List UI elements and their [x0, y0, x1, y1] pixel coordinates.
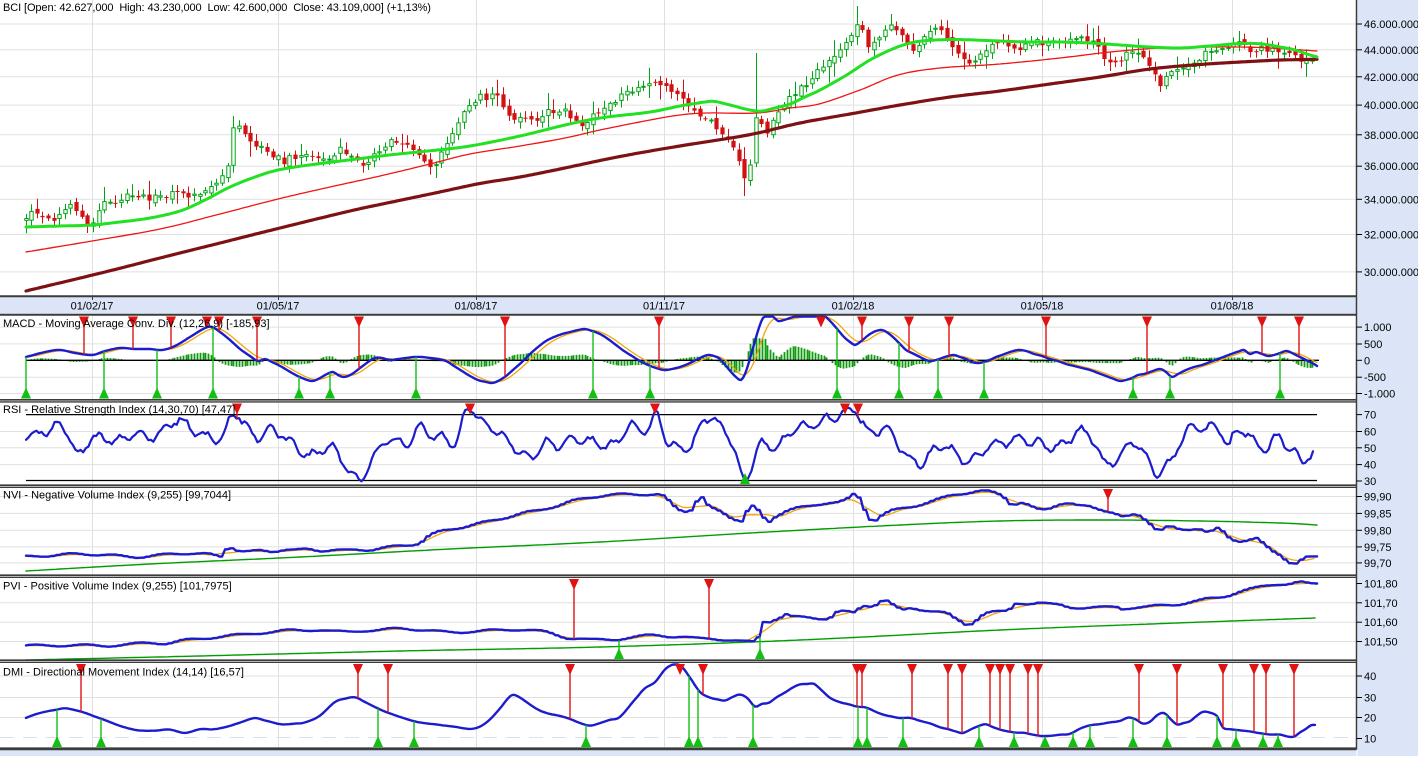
svg-text:01/05/18: 01/05/18: [1021, 301, 1064, 313]
svg-text:DMI - Directional Movement Ind: DMI - Directional Movement Index (14,14)…: [3, 667, 244, 679]
svg-text:70: 70: [1364, 410, 1376, 422]
svg-text:99,70: 99,70: [1364, 558, 1392, 570]
svg-text:20: 20: [1364, 713, 1376, 725]
svg-text:BCI [Open: 42.627,000 High: 4: BCI [Open: 42.627,000 High: 43.230,000 L…: [3, 2, 431, 14]
svg-text:01/08/18: 01/08/18: [1211, 301, 1254, 313]
svg-text:101,60: 101,60: [1364, 617, 1398, 629]
svg-text:01/08/17: 01/08/17: [455, 301, 498, 313]
svg-text:38.000.000: 38.000.000: [1364, 130, 1418, 142]
svg-text:MACD - Moving Average Conv. Di: MACD - Moving Average Conv. Div. (12,26,…: [3, 318, 270, 330]
svg-text:01/11/17: 01/11/17: [643, 301, 685, 313]
svg-text:40: 40: [1364, 671, 1376, 683]
svg-text:40: 40: [1364, 460, 1376, 472]
svg-text:1.000: 1.000: [1364, 322, 1392, 334]
svg-text:30: 30: [1364, 693, 1376, 705]
svg-text:NVI - Negative Volume Index (9: NVI - Negative Volume Index (9,255) [99,…: [3, 490, 231, 502]
svg-text:60: 60: [1364, 427, 1376, 439]
svg-text:RSI - Relative Strength Index: RSI - Relative Strength Index (14,30,70)…: [3, 404, 235, 416]
svg-text:01/02/17: 01/02/17: [71, 301, 114, 313]
svg-text:101,70: 101,70: [1364, 598, 1398, 610]
svg-text:10: 10: [1364, 734, 1376, 746]
svg-text:PVI - Positive Volume Index (9: PVI - Positive Volume Index (9,255) [101…: [3, 581, 232, 593]
svg-text:99,85: 99,85: [1364, 508, 1392, 520]
svg-text:-500: -500: [1364, 372, 1386, 384]
svg-text:32.000.000: 32.000.000: [1364, 230, 1418, 242]
svg-text:42.000.000: 42.000.000: [1364, 72, 1418, 84]
svg-text:44.000.000: 44.000.000: [1364, 45, 1418, 57]
svg-text:101,80: 101,80: [1364, 579, 1398, 591]
svg-text:0: 0: [1364, 355, 1370, 367]
svg-text:01/05/17: 01/05/17: [257, 301, 300, 313]
svg-text:-1.000: -1.000: [1364, 389, 1395, 401]
svg-text:34.000.000: 34.000.000: [1364, 194, 1418, 206]
svg-text:40.000.000: 40.000.000: [1364, 100, 1418, 112]
svg-text:50: 50: [1364, 443, 1376, 455]
svg-text:01/02/18: 01/02/18: [832, 301, 875, 313]
svg-text:99,90: 99,90: [1364, 492, 1392, 504]
svg-text:30: 30: [1364, 476, 1376, 488]
svg-text:46.000.000: 46.000.000: [1364, 19, 1418, 31]
svg-text:36.000.000: 36.000.000: [1364, 161, 1418, 173]
svg-text:101,50: 101,50: [1364, 637, 1398, 649]
svg-text:30.000.000: 30.000.000: [1364, 267, 1418, 279]
svg-text:99,75: 99,75: [1364, 542, 1392, 554]
svg-text:500: 500: [1364, 339, 1382, 351]
svg-text:99,80: 99,80: [1364, 525, 1392, 537]
